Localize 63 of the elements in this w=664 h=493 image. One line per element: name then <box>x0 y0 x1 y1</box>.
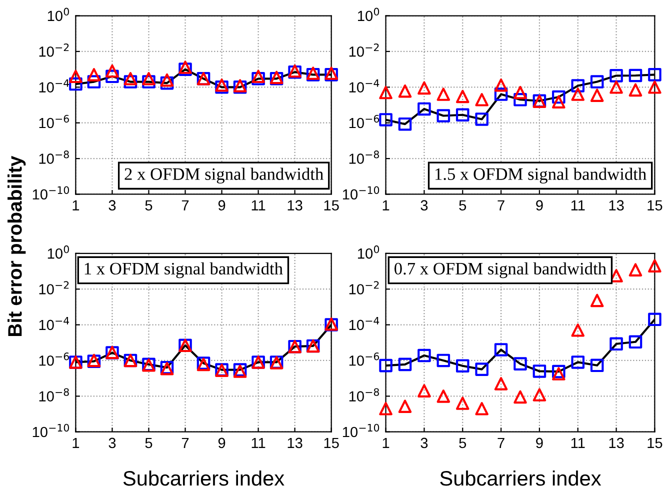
annotation: 1 x OFDM signal bandwidth <box>84 262 283 278</box>
x-tick-label: 11 <box>571 438 585 448</box>
x-tick-label: 13 <box>288 438 302 448</box>
x-tick-label: 15 <box>648 200 662 211</box>
x-tick-label: 7 <box>182 438 189 448</box>
x-tick-label: 5 <box>459 200 466 211</box>
annotation: 0.7 x OFDM signal bandwidth <box>394 262 606 278</box>
x-tick-label: 13 <box>609 438 624 448</box>
x-axis-title: Subcarriers index <box>123 470 284 486</box>
y-tick-label: 10$^{0}$ <box>48 245 69 259</box>
y-tick-label: 10$^{−6}$ <box>39 352 69 366</box>
y-tick-label: 10$^{−2}$ <box>39 281 69 294</box>
x-tick-label: 9 <box>218 200 226 211</box>
x-tick-label: 5 <box>459 438 466 448</box>
x-tick-label: 13 <box>609 200 624 211</box>
x-tick-label: 3 <box>108 438 116 448</box>
x-tick-label: 3 <box>420 200 428 211</box>
x-tick-label: 9 <box>218 438 226 448</box>
x-tick-label: 13 <box>288 200 302 211</box>
y-tick-label: 10$^{−6}$ <box>349 352 380 366</box>
x-tick-label: 7 <box>498 438 504 448</box>
y-tick-label: 10$^{0}$ <box>358 245 380 259</box>
x-tick-label: 1 <box>382 438 390 448</box>
annotation: 1.5 x OFDM signal bandwidth <box>435 168 646 184</box>
y-tick-label: 10$^{−10}$ <box>342 424 380 438</box>
x-tick-label: 7 <box>498 200 504 210</box>
x-tick-label: 7 <box>182 200 189 210</box>
y-tick-label: 10$^{−8}$ <box>39 150 69 164</box>
y-tick-label: 10$^{−4}$ <box>349 316 380 330</box>
y-tick-label: 10$^{−4}$ <box>39 79 70 92</box>
y-tick-label: 10$^{0}$ <box>48 8 69 22</box>
x-tick-label: 5 <box>145 200 152 211</box>
x-axis-title: Subcarriers index <box>440 470 602 486</box>
x-tick-label: 3 <box>420 438 428 448</box>
annotation: 2 x OFDM signal bandwidth <box>124 168 324 184</box>
y-tick-label: 10$^{0}$ <box>358 8 380 22</box>
x-tick-label: 15 <box>324 200 339 211</box>
y-tick-label: 10$^{−4}$ <box>39 316 70 330</box>
y-tick-label: 10$^{−8}$ <box>39 388 69 402</box>
y-axis-title: Bit error probability <box>8 156 26 336</box>
x-tick-label: 15 <box>324 438 339 448</box>
x-tick-label: 11 <box>252 200 266 210</box>
y-tick-label: 10$^{−6}$ <box>349 114 380 128</box>
y-tick-label: 10$^{−8}$ <box>349 388 379 402</box>
y-tick-label: 10$^{−10}$ <box>342 186 380 200</box>
x-tick-label: 3 <box>108 200 116 211</box>
x-tick-label: 1 <box>382 200 390 210</box>
y-tick-label: 10$^{−2}$ <box>349 281 379 294</box>
x-tick-label: 11 <box>571 200 585 210</box>
y-tick-label: 10$^{−8}$ <box>349 150 379 164</box>
x-tick-label: 1 <box>72 438 80 448</box>
x-tick-label: 1 <box>72 200 80 210</box>
y-tick-label: 10$^{−2}$ <box>39 43 69 57</box>
x-tick-label: 9 <box>536 438 543 448</box>
x-tick-label: 11 <box>252 438 266 448</box>
y-tick-label: 10$^{−10}$ <box>32 186 70 200</box>
y-tick-label: 10$^{−6}$ <box>39 114 69 128</box>
y-tick-label: 10$^{−2}$ <box>349 43 379 57</box>
x-tick-label: 15 <box>648 438 662 448</box>
y-tick-label: 10$^{−4}$ <box>349 79 380 92</box>
x-tick-label: 5 <box>145 438 152 448</box>
y-tick-label: 10$^{−10}$ <box>32 424 70 438</box>
x-tick-label: 9 <box>536 200 543 211</box>
